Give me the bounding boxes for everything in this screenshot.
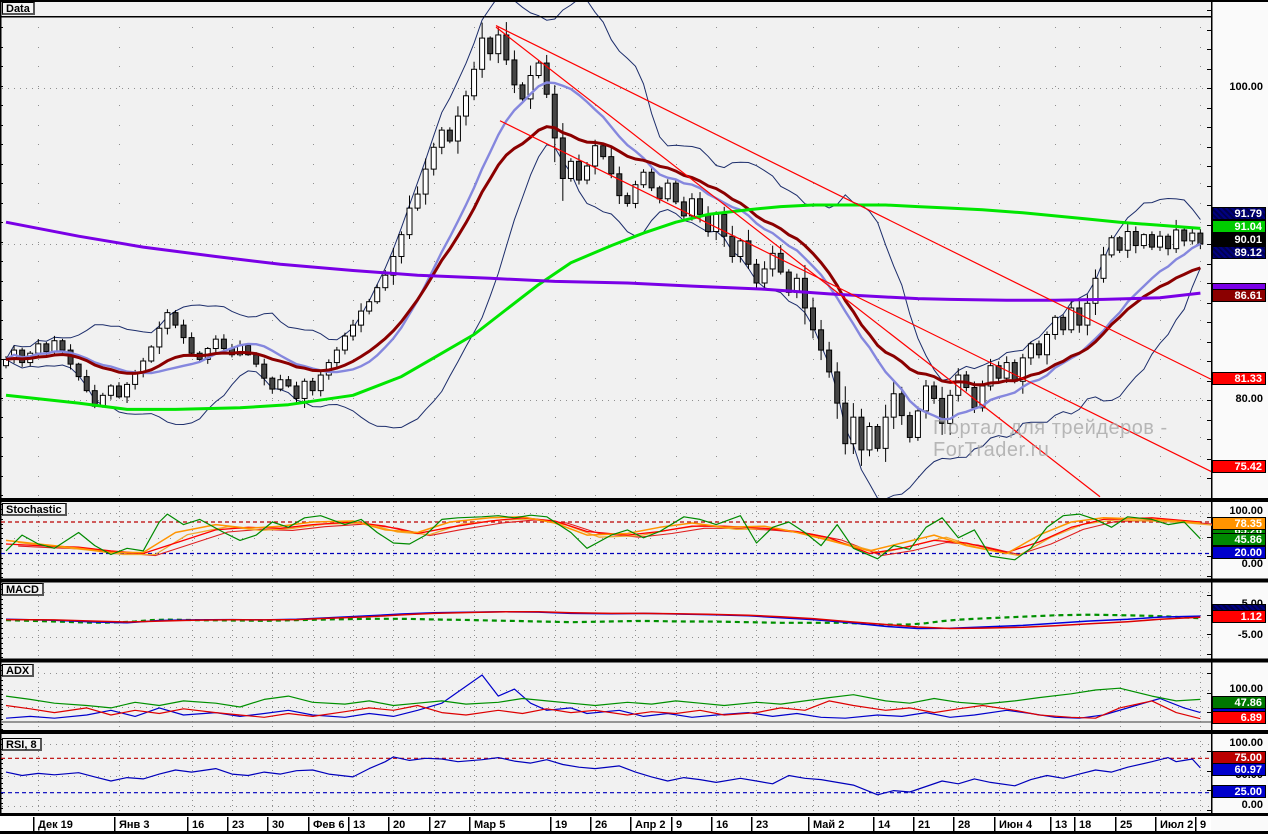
date-label: 23 [232,819,245,831]
date-label: 21 [918,819,931,831]
price-label: 47.86 [1212,696,1266,709]
price-label: 80.00 [1235,393,1263,405]
price-label: 78.35 [1212,517,1266,530]
price-label: -5.00 [1237,629,1263,641]
panel-title-data[interactable]: Data [2,2,35,15]
price-label: 91.79 [1212,207,1266,220]
price-label: 90.01 [1212,233,1266,246]
price-label: 25.00 [1212,785,1266,798]
date-label: 23 [756,819,769,831]
price-label: 91.04 [1212,220,1266,233]
date-label: Апр 2 [635,819,666,831]
price-label: 100.00 [1229,505,1263,517]
date-label: Июн 4 [999,819,1033,831]
date-label: 25 [1120,819,1133,831]
panel-title-macd[interactable]: MACD [2,583,44,596]
date-label: 20 [393,819,406,831]
date-label: 16 [192,819,205,831]
panel-title-rsi[interactable]: RSI, 8 [2,738,42,751]
panel-title-stochastic[interactable]: Stochastic [2,503,67,516]
price-label: 100.00 [1229,737,1263,749]
price-label: 0.00 [1241,799,1263,811]
price-label: 6.89 [1212,711,1266,724]
date-label: Фев 6 [313,819,345,831]
date-label: 14 [878,819,891,831]
price-label: 89.12 [1212,246,1266,259]
date-label: 9 [676,819,683,831]
price-label: 100.00 [1229,81,1263,93]
price-label: 45.86 [1212,533,1266,546]
price-label: 60.97 [1212,763,1266,776]
watermark: Портал для трейдеров - ForTrader.ru [933,417,1168,461]
date-label: Май 2 [813,819,845,831]
date-label: 27 [434,819,447,831]
price-label: 86.61 [1212,289,1266,302]
price-label: 100.00 [1229,683,1263,695]
date-label: 28 [958,819,971,831]
price-label: 75.42 [1212,460,1266,473]
date-label: Июл 2 [1160,819,1194,831]
date-label: 13 [353,819,366,831]
date-label: 26 [595,819,608,831]
date-label: 13 [1055,819,1068,831]
date-label: Дек 19 [38,819,73,831]
date-label: 19 [555,819,568,831]
date-label: 16 [716,819,729,831]
price-label: 20.00 [1212,546,1266,559]
price-label: 81.33 [1212,372,1266,385]
date-label: Мар 5 [474,819,506,831]
date-label: 18 [1079,819,1092,831]
date-label: Янв 3 [119,819,150,831]
panel-title-adx[interactable]: ADX [2,664,35,677]
date-label: 30 [272,819,285,831]
price-label: 0.00 [1241,558,1263,570]
date-label: 9 [1200,819,1207,831]
price-label: 1.12 [1212,610,1266,623]
